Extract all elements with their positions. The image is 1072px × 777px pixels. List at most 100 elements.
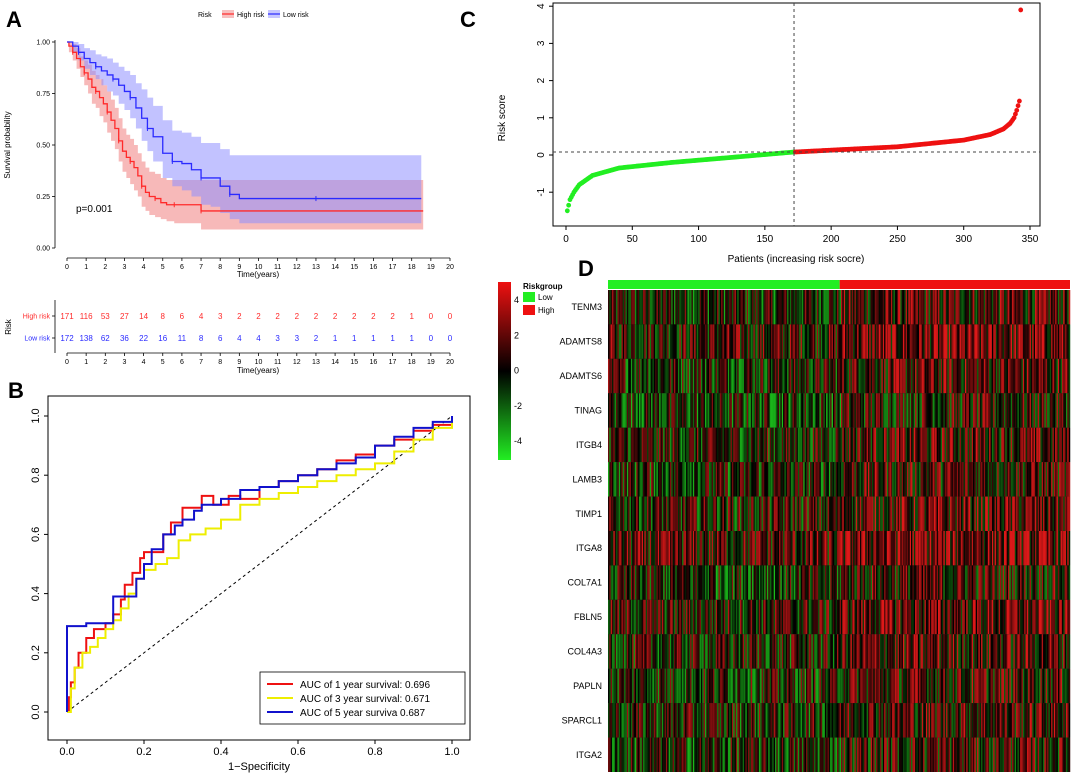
heatmap-cell [1029,634,1032,669]
heatmap-cell [1060,565,1063,600]
heatmap-cell [715,634,718,669]
heatmap-cell [835,290,838,325]
heatmap-cell [971,531,974,566]
heatmap-cell [904,496,906,531]
heatmap-cell [749,290,752,325]
heatmap-cell [862,324,865,359]
heatmap-cell [985,393,987,428]
heatmap-cell [668,496,671,531]
heatmap-cell [725,565,727,600]
heatmap-cell [866,565,869,600]
heatmap-cell [789,668,792,704]
heatmap-cell [700,703,703,738]
heatmap-cell [822,565,824,600]
heatmap-cell [839,634,842,669]
heatmap-cell [982,634,985,669]
heatmap-cell [1034,668,1037,704]
heatmap-cell [1022,565,1025,600]
heatmap-cell [737,393,739,428]
heatmap-cell [896,531,898,566]
heatmap-cell [804,565,807,600]
heatmap-cell [1014,290,1017,325]
heatmap-cell [784,358,787,394]
heatmap-cell [717,565,719,600]
heatmap-cell [907,427,909,463]
heatmap-cell [987,358,990,394]
heatmap-cell [651,634,653,669]
heatmap-cell [797,393,800,428]
heatmap-cell [1056,393,1059,428]
heatmap-cell [846,462,849,497]
heatmap-cell [1010,462,1013,497]
heatmap-cell [657,599,660,635]
heatmap-cell [638,462,641,497]
heatmap-cell [637,290,640,325]
legend-entry-2: AUC of 5 year surviva 0.687 [300,708,425,719]
heatmap-cell [816,324,819,359]
heatmap-cell [960,668,963,704]
heatmap-cell [669,599,672,635]
heatmap-cell [876,565,878,600]
heatmap-cell [873,531,875,566]
heatmap-cell [893,703,896,738]
heatmap-cell [714,427,717,463]
heatmap-cell [1063,290,1065,325]
heatmap-cell [902,358,905,394]
heatmap-cell [861,668,863,704]
heatmap-cell [792,531,795,566]
heatmap-cell [1028,634,1030,669]
heatmap-cell [838,427,840,463]
heatmap-cell [633,703,636,738]
high-risk-point [1011,115,1017,121]
heatmap-cell [721,531,723,566]
heatmap-cell [893,324,896,359]
gene-label: ITGB4 [576,440,602,450]
y-tick-label: 0 [536,152,547,158]
heatmap-cell [764,427,766,463]
heatmap-cell [1010,634,1013,669]
heatmap-cell [652,358,655,394]
heatmap-cell [618,496,621,531]
heatmap-cell [859,668,862,704]
heatmap-cell [948,668,951,704]
heatmap-cell [714,393,717,428]
heatmap-cell [889,496,892,531]
heatmap-cell [831,531,834,566]
heatmap-cell [859,393,862,428]
heatmap-cell [838,599,840,635]
heatmap-cell [1026,531,1029,566]
heatmap-cell [715,531,718,566]
heatmap-cell [912,565,915,600]
heatmap-cell [806,565,808,600]
heatmap-cell [608,531,610,566]
heatmap-cell [1037,427,1040,463]
heatmap-cell [1056,599,1059,635]
heatmap-cell [924,599,927,635]
heatmap-cell [952,565,955,600]
heatmap-cell [671,703,673,738]
heatmap-cell [734,496,737,531]
heatmap-cell [1059,324,1061,359]
heatmap-cell [761,668,764,704]
heatmap-cell [784,599,787,635]
heatmap-cell [783,531,785,566]
heatmap-cell [636,427,638,463]
heatmap-cell [966,634,968,669]
heatmap-cell [756,668,758,704]
heatmap-cell [744,668,746,704]
heatmap-cell [687,703,690,738]
heatmap-cell [882,565,885,600]
heatmap-cell [1001,290,1003,325]
heatmap-cell [917,324,920,359]
heatmap-cell [874,393,877,428]
heatmap-cell [761,427,764,463]
heatmap-cell [912,599,915,635]
heatmap-cell [746,599,749,635]
heatmap-cell [818,462,820,497]
heatmap-cell [1006,668,1009,704]
risk-count: 116 [80,312,93,321]
heatmap-cell [762,634,765,669]
heatmap-cell [985,531,987,566]
heatmap-cell [610,496,613,531]
heatmap-cell [699,393,702,428]
